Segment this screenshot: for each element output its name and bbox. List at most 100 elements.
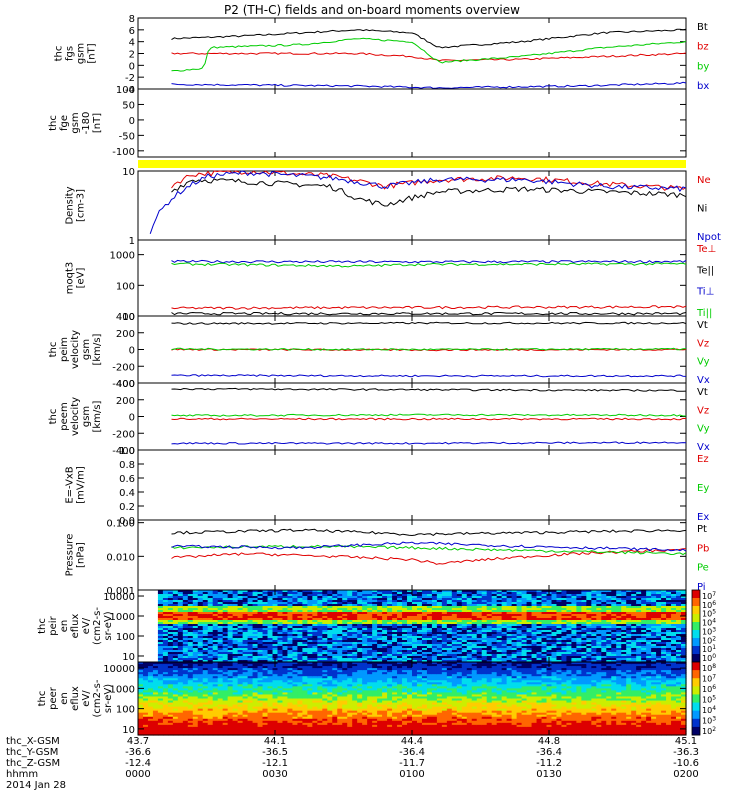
spectrogram-cell <box>262 616 269 619</box>
series-Ti-line <box>171 262 687 268</box>
spectrogram-cell <box>242 662 249 665</box>
spectrogram-cell <box>416 638 423 641</box>
spectrogram-cell <box>322 634 328 637</box>
spectrogram-cell <box>501 626 508 629</box>
spectrogram-cell <box>357 642 363 645</box>
spectrogram-cell <box>207 604 214 607</box>
spectrogram-cell <box>242 664 249 667</box>
spectrogram-cell <box>591 654 597 657</box>
spectrogram-cell <box>441 608 448 611</box>
spectrogram-cell <box>347 596 353 599</box>
spectrogram-cell <box>382 636 388 639</box>
spectrogram-cell <box>581 600 587 603</box>
spectrogram-cell <box>217 632 224 635</box>
spectrogram-cell <box>496 646 503 649</box>
spectrogram-cell <box>566 604 573 607</box>
spectrogram-cell <box>322 610 328 613</box>
spectrogram-cell <box>177 664 184 667</box>
spectrogram-cell <box>531 644 538 647</box>
spectrogram-cell <box>257 628 264 631</box>
spectrogram-cell <box>327 626 333 629</box>
spectrogram-cell <box>232 630 239 633</box>
spectrogram-cell <box>222 678 229 681</box>
spectrogram-cell <box>237 646 244 649</box>
spectrogram-cell <box>536 590 543 593</box>
spectrogram-cell <box>227 602 234 605</box>
spectrogram-cell <box>297 630 303 633</box>
spectrogram-cell <box>581 614 587 617</box>
spectrogram-cell <box>207 592 214 595</box>
spectrogram-cell <box>167 620 174 623</box>
spectrogram-cell <box>172 624 179 627</box>
spectrogram-cell <box>387 634 393 637</box>
spectrogram-cell <box>392 646 398 649</box>
spectrogram-cell <box>357 604 363 607</box>
spectrogram-cell <box>596 648 602 651</box>
spectrogram-cell <box>177 696 184 700</box>
spectrogram-cell <box>177 598 184 601</box>
spectrogram-cell <box>307 628 313 631</box>
spectrogram-cell <box>227 728 234 732</box>
spectrogram-cell <box>277 602 284 605</box>
spectrogram-cell <box>676 628 682 631</box>
spectrogram-cell <box>441 604 448 607</box>
spectrogram-cell <box>202 632 209 635</box>
spectrogram-cell <box>446 640 453 643</box>
spectrogram-cell <box>312 660 318 663</box>
spectrogram-cell <box>521 650 528 653</box>
spectrogram-cell <box>372 654 378 657</box>
spectrogram-cell <box>456 600 463 603</box>
spectrogram-cell <box>586 622 592 625</box>
spectrogram-cell <box>436 610 443 613</box>
spectrogram-cell <box>312 620 318 623</box>
spectrogram-cell <box>436 640 443 643</box>
spectrogram-cell <box>257 644 264 647</box>
spectrogram-cell <box>232 600 239 603</box>
spectrogram-cell <box>412 614 418 617</box>
spectrogram-cell <box>172 638 179 641</box>
spectrogram-cell <box>232 686 239 689</box>
y-tick-label: 0.6 <box>119 474 135 485</box>
spectrogram-cell <box>342 614 348 617</box>
spectrogram-cell <box>382 630 388 633</box>
spectrogram-cell <box>551 646 558 649</box>
spectrogram-cell <box>392 618 398 621</box>
spectrogram-cell <box>177 678 184 681</box>
spectrogram-cell <box>436 656 443 659</box>
spectrogram-cell <box>302 656 308 659</box>
spectrogram-cell <box>556 632 563 635</box>
spectrogram-cell <box>681 656 687 659</box>
spectrogram-cell <box>651 600 657 603</box>
spectrogram-cell <box>342 592 348 595</box>
spectrogram-cell <box>407 642 413 645</box>
spectrogram-cell <box>337 618 343 621</box>
spectrogram-cell <box>157 718 164 722</box>
spectrogram-cell <box>227 616 234 619</box>
spectrogram-cell <box>536 618 543 621</box>
spectrogram-cell <box>536 604 543 607</box>
spectrogram-cell <box>202 646 209 649</box>
spectrogram-cell <box>227 622 234 625</box>
spectrogram-cell <box>242 696 249 700</box>
spectrogram-cell <box>491 616 498 619</box>
spectrogram-cell <box>197 628 204 631</box>
spectrogram-cell <box>611 600 617 603</box>
spectrogram-cell <box>162 682 169 685</box>
spectrogram-cell <box>586 602 592 605</box>
spectrogram-cell <box>382 626 388 629</box>
spectrogram-cell <box>167 626 174 629</box>
spectrogram-cell <box>536 644 543 647</box>
spectrogram-cell <box>621 590 627 593</box>
spectrogram-cell <box>541 608 548 611</box>
spectrogram-cell <box>242 700 249 704</box>
spectrogram-cell <box>138 724 144 728</box>
spectrogram-cell <box>342 632 348 635</box>
spectrogram-cell <box>446 654 453 657</box>
spectrogram-cell <box>431 640 438 643</box>
spectrogram-cell <box>227 694 234 698</box>
spectrogram-cell <box>387 608 393 611</box>
spectrogram-cell <box>546 610 553 613</box>
spectrogram-cell <box>167 656 174 659</box>
y-tick-label: 4 <box>129 38 135 49</box>
spectrogram-cell <box>521 612 528 615</box>
